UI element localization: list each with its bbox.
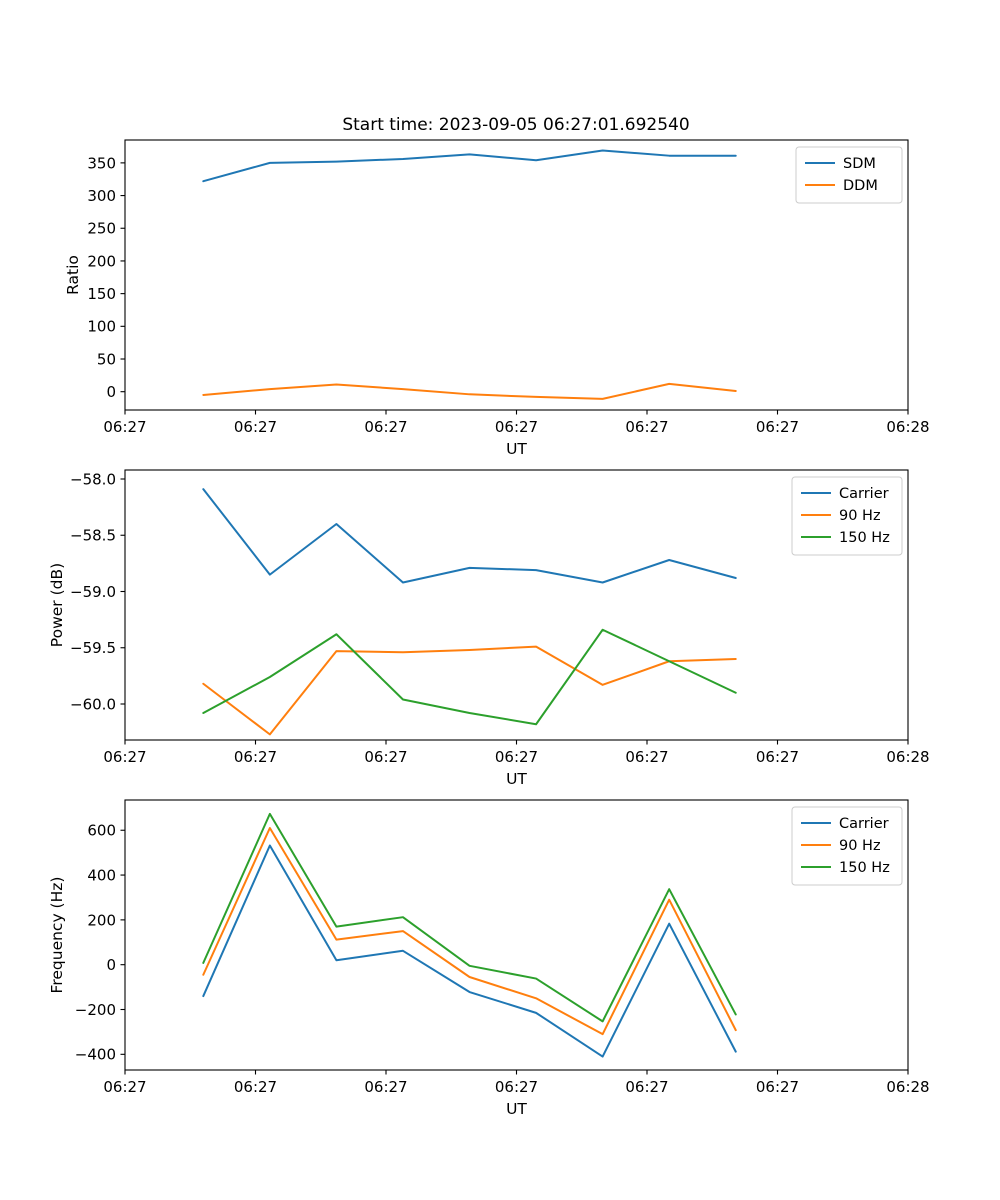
legend-frequency-panel: Carrier 90 Hz 150 Hz (791, 806, 903, 886)
ytick-label: −58.5 (70, 527, 116, 545)
yaxis-power-panel: −58.0 −58.5 −59.0 −59.5 −60.0 (70, 470, 125, 713)
ytick-label: 100 (87, 318, 116, 336)
xtick-label: 06:27 (756, 748, 799, 766)
xtick-label: 06:27 (364, 748, 407, 766)
xaxis-power-panel: 06:27 06:27 06:27 06:27 06:27 06:27 06:28 (103, 740, 930, 766)
legend-label-90-hz: 90 Hz (839, 838, 881, 854)
legend-power-panel: Carrier 90 Hz 150 Hz (791, 476, 903, 556)
series-line-carrier (202, 488, 737, 584)
xtick-label: 06:27 (364, 418, 407, 436)
series-line-ddm (202, 382, 737, 400)
xtick-label: 06:27 (756, 1078, 799, 1096)
ytick-label: 250 (87, 220, 116, 238)
series-line-90-hz (202, 827, 737, 1036)
xtick-label: 06:28 (886, 748, 929, 766)
xtick-label: 06:27 (756, 418, 799, 436)
series-line-carrier (202, 844, 737, 1058)
ytick-label: 600 (87, 822, 116, 840)
xaxis-label-ratio-panel: UT (506, 440, 527, 458)
series-line-150-hz (202, 812, 737, 1023)
legend-label-ddm: DDM (843, 178, 878, 194)
plot-frame-frequency-panel (124, 799, 909, 1071)
legend-label-90-hz: 90 Hz (839, 508, 881, 524)
legend-background (791, 476, 903, 556)
xaxis-label-frequency-panel: UT (506, 1100, 527, 1118)
series-line-150-hz (202, 628, 737, 726)
xaxis-frequency-panel: 06:27 06:27 06:27 06:27 06:27 06:27 06:28 (103, 1070, 930, 1096)
xtick-label: 06:27 (103, 418, 146, 436)
plot-frame-power-panel (124, 469, 909, 741)
xtick-label: 06:27 (103, 1078, 146, 1096)
xtick-label: 06:27 (364, 1078, 407, 1096)
ytick-label: −58.0 (70, 470, 116, 488)
series-line-90-hz (202, 645, 737, 736)
ytick-label: 300 (87, 187, 116, 205)
xtick-label: 06:28 (886, 418, 929, 436)
figure-title: Start time: 2023-09-05 06:27:01.692540 (342, 115, 689, 135)
legend-ratio-panel: SDM DDM (795, 146, 903, 204)
xtick-label: 06:28 (886, 1078, 929, 1096)
panel-power-panel: 06:27 06:27 06:27 06:27 06:27 06:27 06:28 UT −58… (48, 469, 930, 788)
xtick-label: 06:27 (625, 1078, 668, 1096)
ytick-label: 0 (106, 383, 116, 401)
ytick-label: −60.0 (70, 695, 116, 713)
legend-label-carrier: Carrier (839, 486, 889, 502)
legend-label-sdm: SDM (843, 156, 876, 172)
plot-frame-ratio-panel (124, 139, 909, 411)
panel-ratio-panel: 06:27 06:27 06:27 06:27 06:27 06:27 06:28 UT 0 50… (64, 139, 930, 458)
ytick-label: −200 (75, 1001, 116, 1019)
legend-label-carrier: Carrier (839, 816, 889, 832)
yaxis-ratio-panel: 0 50 100 150 200 250 300 350 (87, 154, 125, 401)
xtick-label: 06:27 (234, 748, 277, 766)
yaxis-label-ratio-panel: Ratio (64, 255, 82, 295)
yaxis-frequency-panel: −400 −200 0 200 400 600 (75, 822, 125, 1064)
ytick-label: 200 (87, 252, 116, 270)
xtick-label: 06:27 (495, 418, 538, 436)
legend-background (795, 146, 903, 204)
series-line-sdm (202, 149, 737, 183)
legend-background (791, 806, 903, 886)
xaxis-ratio-panel: 06:27 06:27 06:27 06:27 06:27 06:27 06:28 (103, 410, 930, 436)
yaxis-label-frequency-panel: Frequency (Hz) (48, 877, 66, 994)
ytick-label: −59.0 (70, 583, 116, 601)
xaxis-label-power-panel: UT (506, 770, 527, 788)
xtick-label: 06:27 (103, 748, 146, 766)
ytick-label: 0 (106, 956, 116, 974)
ytick-label: 50 (97, 350, 116, 368)
yaxis-label-power-panel: Power (dB) (48, 563, 66, 647)
ytick-label: −59.5 (70, 639, 116, 657)
ytick-label: 150 (87, 285, 116, 303)
ytick-label: 200 (87, 911, 116, 929)
legend-label-150-hz: 150 Hz (839, 860, 890, 876)
legend-label-150-hz: 150 Hz (839, 530, 890, 546)
xtick-label: 06:27 (495, 1078, 538, 1096)
xtick-label: 06:27 (625, 748, 668, 766)
ytick-label: 400 (87, 866, 116, 884)
panel-frequency-panel: 06:27 06:27 06:27 06:27 06:27 06:27 06:28 UT −40… (48, 799, 930, 1118)
xtick-label: 06:27 (234, 418, 277, 436)
ytick-label: 350 (87, 154, 116, 172)
xtick-label: 06:27 (625, 418, 668, 436)
xtick-label: 06:27 (495, 748, 538, 766)
ytick-label: −400 (75, 1046, 116, 1064)
xtick-label: 06:27 (234, 1078, 277, 1096)
